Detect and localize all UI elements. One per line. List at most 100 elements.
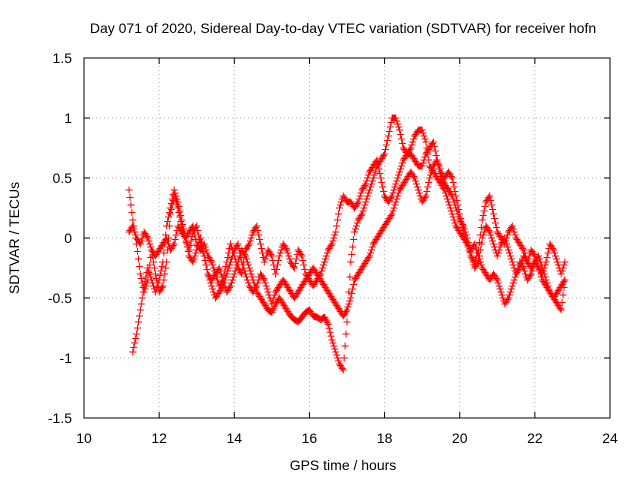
data-point-interp	[323, 249, 331, 257]
data-point	[362, 180, 370, 188]
data-point-interp	[291, 260, 299, 267]
data-point-interp	[544, 249, 552, 257]
data-point-interp	[206, 255, 214, 263]
data-point-interp	[364, 174, 372, 182]
data-point-interp	[511, 231, 519, 239]
data-point-interp	[263, 285, 271, 293]
data-point-interp	[331, 231, 339, 239]
data-point-interp	[481, 203, 489, 210]
data-point-interp	[356, 192, 364, 200]
data-point	[200, 252, 208, 260]
data-point-interp	[175, 203, 183, 210]
data-point-interp	[395, 189, 403, 197]
data-point-interp	[243, 276, 251, 284]
data-point-interp	[130, 225, 138, 233]
data-point-interp	[556, 305, 564, 312]
data-point	[238, 258, 246, 266]
data-point-interp	[254, 279, 262, 287]
data-point-interp	[368, 243, 376, 251]
data-point-interp	[492, 224, 500, 231]
data-point	[527, 270, 535, 278]
data-point	[343, 318, 351, 326]
data-point-interp	[154, 279, 162, 287]
data-point-interp	[220, 279, 228, 287]
data-point-interp	[477, 240, 485, 248]
data-point-interp	[397, 135, 405, 143]
data-point-interp	[560, 284, 568, 291]
data-point-interp	[340, 354, 348, 362]
data-point-interp	[428, 168, 436, 176]
data-point-interp	[169, 242, 177, 249]
data-point-interp	[335, 210, 343, 218]
data-point-interp	[489, 206, 497, 213]
data-point-interp	[505, 249, 513, 257]
data-point	[230, 270, 238, 278]
data-point-interp	[207, 279, 215, 287]
data-point-interp	[301, 266, 309, 273]
data-point-interp	[526, 272, 534, 279]
data-point	[151, 288, 159, 296]
data-point-interp	[209, 261, 217, 269]
data-point-interp	[130, 344, 138, 351]
data-point-interp	[350, 236, 358, 243]
data-point-interp	[271, 291, 279, 299]
grid	[84, 58, 610, 418]
data-point-interp	[551, 249, 559, 257]
data-point	[347, 294, 355, 302]
data-point	[358, 210, 366, 218]
data-point-interp	[229, 249, 237, 257]
data-point	[227, 282, 235, 290]
data-point-interp	[397, 165, 405, 173]
data-point-interp	[420, 132, 428, 140]
data-point-interp	[549, 245, 557, 252]
data-point-interp	[477, 261, 485, 269]
x-tick-label: 24	[602, 430, 618, 446]
x-tick-label: 22	[527, 430, 543, 446]
data-point-interp	[509, 225, 517, 233]
data-point	[174, 204, 182, 212]
data-point-interp	[460, 231, 468, 239]
data-point-interp	[537, 273, 545, 281]
data-point-interp	[365, 254, 373, 261]
data-point-interp	[153, 282, 161, 290]
data-point-interp	[558, 299, 566, 306]
y-tick-label: 1.5	[53, 50, 73, 66]
data-point	[133, 330, 141, 338]
data-point-interp	[134, 255, 142, 263]
data-point	[163, 234, 171, 242]
data-point-interp	[173, 195, 181, 203]
data-point-interp	[137, 275, 145, 282]
data-point-interp	[449, 179, 457, 186]
x-axis-label: GPS time / hours	[290, 457, 397, 473]
data-point-interp	[240, 264, 248, 272]
data-point	[471, 240, 479, 248]
data-point-interp	[226, 284, 234, 291]
data-point-interp	[487, 231, 495, 239]
data-point	[557, 270, 565, 278]
data-point-interp	[248, 231, 256, 239]
data-point-interp	[389, 207, 397, 215]
data-point	[242, 270, 250, 278]
data-point-interp	[199, 248, 207, 255]
data-point-interp	[252, 284, 260, 291]
data-point-interp	[560, 278, 568, 285]
data-point-interp	[330, 342, 338, 350]
data-point-interp	[495, 246, 503, 254]
data-point-interp	[190, 227, 198, 234]
data-point	[170, 240, 178, 248]
data-point	[196, 234, 204, 242]
data-point	[422, 192, 430, 200]
data-point-interp	[176, 213, 184, 221]
data-point-interp	[282, 245, 290, 252]
data-point-interp	[329, 237, 337, 245]
data-point	[272, 270, 280, 278]
data-point-interp	[179, 221, 187, 228]
data-point-interp	[139, 288, 147, 296]
data-point-interp	[367, 246, 375, 254]
data-point	[155, 276, 163, 284]
data-point-interp	[472, 243, 480, 251]
data-point	[512, 270, 520, 278]
data-point-interp	[254, 227, 262, 234]
data-point	[178, 216, 186, 224]
